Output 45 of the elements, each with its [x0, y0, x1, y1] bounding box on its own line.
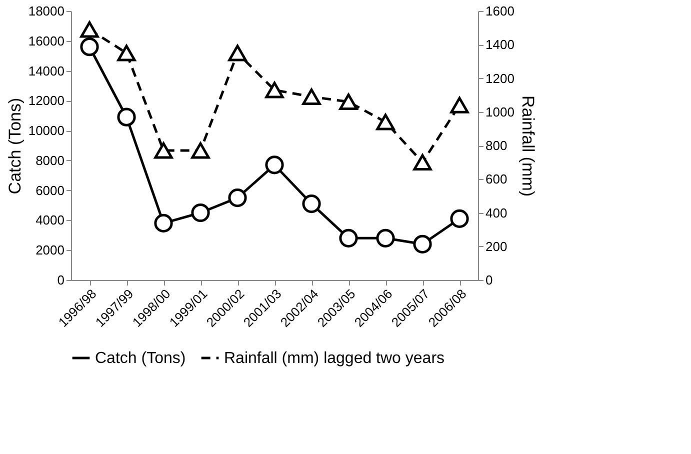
y-tick-label: 12000 — [28, 93, 64, 108]
point — [191, 203, 210, 222]
point — [376, 114, 395, 130]
y-tick-label: 4000 — [36, 212, 64, 228]
y-tick-label: 14000 — [28, 63, 64, 78]
y2-tick-label: 400 — [486, 205, 508, 220]
y-tick-label: 8000 — [36, 152, 64, 168]
point — [228, 44, 247, 62]
point — [80, 38, 99, 56]
point — [191, 142, 210, 159]
point — [154, 142, 173, 159]
point — [117, 108, 136, 126]
y-tick-label: 0 — [57, 272, 64, 288]
y2-tick-label: 800 — [486, 138, 508, 153]
point — [80, 21, 99, 38]
y-tick-label: 18000 — [28, 4, 64, 18]
y2-axis-title: Rainfall (mm) — [518, 95, 538, 197]
point — [450, 96, 469, 114]
y-tick-label: 16000 — [28, 33, 64, 48]
legend-label: Rainfall (mm) lagged two years — [224, 350, 445, 367]
point — [228, 188, 247, 208]
point — [302, 88, 321, 105]
point — [450, 209, 469, 228]
y-axis-title: Catch (Tons) — [5, 98, 24, 194]
y2-tick-label: 200 — [486, 238, 508, 254]
point — [265, 82, 284, 98]
point — [339, 94, 358, 110]
y2-tick-label: 1000 — [486, 104, 514, 120]
y-tick-label: 6000 — [36, 182, 64, 198]
point — [265, 156, 284, 174]
y2-tick-label: 1600 — [486, 4, 514, 18]
y2-tick-label: 0 — [486, 272, 493, 288]
point — [413, 154, 432, 171]
point — [302, 194, 321, 214]
y-tick-label: 2000 — [36, 242, 64, 258]
point — [117, 44, 136, 62]
point — [154, 214, 173, 233]
y-tick-label: 10000 — [28, 123, 64, 138]
point — [339, 228, 358, 248]
y2-tick-label: 1400 — [486, 37, 514, 52]
y2-tick-label: 1200 — [486, 70, 514, 86]
legend-label: Catch (Tons) — [95, 350, 186, 367]
point — [413, 234, 432, 254]
y2-tick-label: 600 — [486, 172, 508, 187]
point — [376, 228, 395, 248]
